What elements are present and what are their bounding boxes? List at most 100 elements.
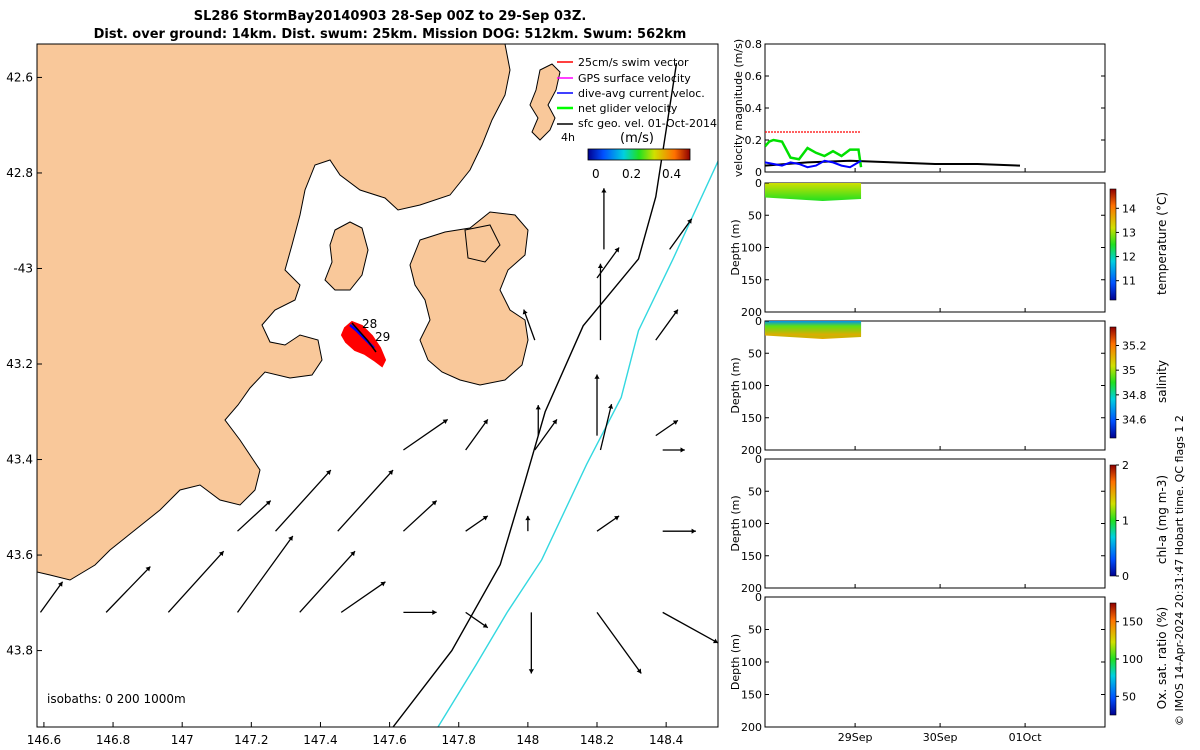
vector-arrow (337, 469, 394, 532)
colorbar-tick-label: 12 (1122, 251, 1136, 264)
map-frame (36, 43, 719, 728)
map-y-tick-label: 42.6 (6, 70, 33, 84)
velocity-ylabel: velocity magnitude (m/s) (732, 39, 745, 177)
vector-arrow (39, 581, 64, 613)
map-legend: 25cm/s swim vector GPS surface velocity … (557, 56, 717, 181)
depth-colorbar (1109, 602, 1117, 716)
map-y-tick-label: 43.8 (6, 644, 33, 658)
vel-y-tick-label: 0.6 (745, 70, 763, 83)
vel-y-tick-label: 0.4 (745, 102, 763, 115)
vector-arrow (403, 609, 437, 615)
colorbar-tick-label: 50 (1122, 690, 1136, 703)
chart-title-line1: SL286 StormBay20140903 28-Sep 00Z to 29-… (193, 9, 587, 24)
velocity-glider-line (765, 138, 863, 168)
velocity-dive-line (765, 159, 862, 169)
map-y-tick-label: 43.4 (6, 453, 33, 467)
vector-arrow (299, 550, 356, 613)
vector-arrow (465, 419, 489, 451)
map-x-tick-label: 147.8 (442, 733, 476, 747)
colorbar-tick-2: 0.4 (662, 167, 681, 181)
track-red-cloud (340, 320, 387, 368)
colorbar-tick-label: 0 (1122, 570, 1129, 583)
legend-dive: dive-avg current veloc. (578, 87, 705, 100)
vector-arrow (594, 374, 600, 436)
vector-arrow (237, 500, 272, 532)
depth-colorbar (1109, 464, 1117, 577)
depth-y-tick-label: 0 (755, 453, 762, 466)
map-y-tick-label: 43.2 (6, 357, 33, 371)
depth-panel: 0 50 100 150 200 Depth (m) 34.6 34.8 35 35.2 salin… (729, 315, 1169, 457)
colorbar-unit: (m/s) (620, 131, 654, 146)
depth-colorbar (1109, 326, 1117, 439)
footer-note: © IMOS 14-Apr-2024 20:31:47 Hobart time.… (1173, 415, 1186, 726)
depth-y-tick-label: 200 (741, 444, 762, 457)
map-x-ticks: 146.6 146.8 147 147.2 147.4 147.6 147.8 148 148.… (27, 722, 683, 747)
vel-y-tick-label: 0.8 (745, 38, 763, 51)
depth-y-tick-label: 150 (741, 274, 762, 287)
depth-y-tick-label: 0 (755, 315, 762, 328)
vector-arrow (534, 419, 558, 451)
vector-arrow (105, 566, 151, 613)
map-y-tick-label: -43 (13, 261, 33, 275)
track-black (351, 322, 377, 353)
colorbar-tick-label: 34.8 (1122, 389, 1147, 402)
isobath-200m (392, 62, 678, 727)
depth-panel: 0 50 100 150 200 Depth (m) 50 100 150 Ox. sat. ra… (729, 591, 1169, 734)
vector-arrow (655, 419, 679, 437)
map-x-tick-label: 147 (171, 733, 194, 747)
legend-gps: GPS surface velocity (578, 72, 691, 85)
map-x-tick-label: 147.6 (372, 733, 406, 747)
velocity-lines (765, 131, 1021, 169)
map-x-tick-label: 146.8 (96, 733, 130, 747)
vector-arrow (275, 469, 332, 532)
vel-y-tick-label: 0 (755, 166, 762, 179)
vector-arrow (525, 515, 531, 532)
depth-panel-frame (764, 320, 1106, 451)
time-tick-label: 29Sep (838, 731, 873, 744)
colorbar-tick-label: 35 (1122, 364, 1136, 377)
map-x-tick-label: 148.4 (649, 733, 683, 747)
vector-arrow (655, 309, 679, 341)
geo-velocity-vectors (39, 188, 718, 674)
colorbar-tick-label: 35.2 (1122, 340, 1147, 353)
colorbar-label: chl-a (mg m-3) (1155, 475, 1169, 564)
vector-arrow (662, 611, 718, 644)
depth-y-tick-label: 200 (741, 306, 762, 319)
colorbar-tick-0: 0 (592, 167, 600, 181)
depth-y-tick-label: 50 (748, 209, 762, 222)
land-mainland (37, 44, 511, 581)
vel-y-tick-label: 0.2 (745, 134, 763, 147)
depth-ylabel: Depth (m) (729, 634, 742, 690)
colorbar-label: Ox. sat. ratio (%) (1155, 607, 1169, 709)
vector-arrow (535, 405, 541, 436)
vector-arrow (402, 500, 438, 532)
colorbar-tick-label: 14 (1122, 202, 1136, 215)
depth-y-tick-label: 150 (741, 412, 762, 425)
profile-data-patch (765, 183, 862, 201)
map-x-tick-label: 147.2 (234, 733, 268, 747)
depth-y-tick-label: 100 (741, 380, 762, 393)
depth-y-tick-label: 100 (741, 518, 762, 531)
isobath-1000m (437, 159, 718, 727)
map-x-tick-label: 148 (516, 733, 539, 747)
depth-y-tick-label: 50 (748, 347, 762, 360)
vector-arrow (340, 581, 386, 613)
colorbar-label: temperature (°C) (1155, 192, 1169, 295)
depth-ylabel: Depth (m) (729, 495, 742, 551)
vector-arrow (236, 535, 294, 613)
depth-ylabel: Depth (m) (729, 219, 742, 275)
map-x-tick-label: 146.6 (27, 733, 61, 747)
isobaths-label: isobaths: 0 200 1000m (47, 692, 186, 706)
depth-panel: 0 50 100 150 200 Depth (m) 11 12 13 14 temperature… (729, 177, 1169, 319)
depth-panel-frame (764, 596, 1106, 728)
vector-arrow (596, 515, 620, 532)
vector-arrow (522, 309, 536, 341)
map-y-tick-label: 42.8 (6, 166, 33, 180)
land-penin-small (464, 224, 501, 263)
colorbar-tick-label: 100 (1122, 653, 1143, 666)
depth-y-tick-label: 150 (741, 550, 762, 563)
depth-y-tick-label: 200 (741, 582, 762, 595)
map-colorbar (587, 148, 691, 161)
